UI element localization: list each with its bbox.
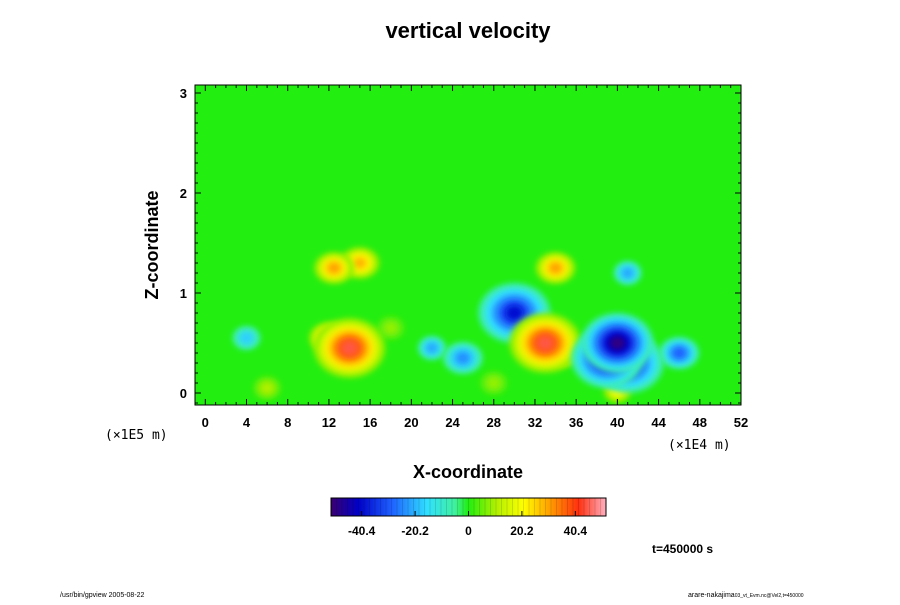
x-tick-label: 8 — [284, 415, 291, 430]
field-feature — [487, 377, 500, 389]
field-feature — [384, 322, 397, 334]
colorbar-tick-label: -20.2 — [401, 524, 429, 538]
y-axis-label: Z-coordinate — [142, 190, 162, 299]
x-tick-label: 16 — [363, 415, 377, 430]
x-tick-label: 20 — [404, 415, 418, 430]
field-feature — [327, 262, 341, 274]
colorbar-tick-label: -40.4 — [348, 524, 376, 538]
colorbar-levels — [336, 498, 601, 516]
field-feature — [353, 257, 367, 269]
field-feature — [549, 262, 563, 274]
colorbar-gradient — [331, 498, 606, 516]
field-feature — [672, 347, 686, 359]
x-tick-label: 32 — [528, 415, 542, 430]
field-feature — [456, 352, 470, 364]
y-ticks: 0 1 2 3 — [180, 86, 741, 404]
plot-frame — [194, 84, 742, 406]
y-tick-label: 1 — [180, 286, 187, 301]
footer-right-main: arare-nakajima — [688, 592, 735, 599]
x-tick-label: 28 — [487, 415, 501, 430]
field-feature — [621, 267, 634, 279]
x-tick-label: 0 — [202, 415, 209, 430]
x-tick-label: 48 — [693, 415, 707, 430]
x-axis-label: X-coordinate — [413, 462, 523, 482]
field-feature — [537, 336, 553, 350]
colorbar: -40.4 -20.2 0 20.2 40.4 — [330, 497, 607, 538]
field-feature — [425, 342, 438, 354]
x-tick-label: 12 — [322, 415, 336, 430]
field-feature — [240, 332, 253, 344]
x-tick-label: 52 — [734, 415, 748, 430]
field-feature — [505, 305, 524, 321]
colorbar-ticks: -40.4 -20.2 0 20.2 40.4 — [348, 511, 587, 538]
field-feature — [261, 382, 274, 394]
field-feature — [341, 341, 358, 355]
time-label: t=450000 s — [652, 542, 713, 556]
y-tick-label: 3 — [180, 86, 187, 101]
colorbar-tick-label: 40.4 — [564, 524, 588, 538]
colorbar-tick-label: 20.2 — [510, 524, 534, 538]
x-tick-label: 24 — [445, 415, 460, 430]
x-ticks: 0 4 8 12 16 20 24 28 32 36 40 44 48 52 — [202, 85, 748, 430]
colorbar-tick-label: 0 — [465, 524, 472, 538]
footer-left: /usr/bin/gpview 2005-08-22 — [60, 592, 145, 599]
field-features — [232, 247, 700, 403]
x-tick-label: 4 — [243, 415, 251, 430]
x-scale-label: (×1E4 m) — [668, 438, 731, 453]
y-scale-label: (×1E5 m) — [105, 428, 168, 443]
x-tick-label: 44 — [651, 415, 666, 430]
y-tick-label: 2 — [180, 186, 187, 201]
y-tick-label: 0 — [180, 386, 187, 401]
field-feature — [609, 336, 626, 350]
footer-right: arare-nakajima03_vt_Evm.nc@Vel2,t=450000 — [688, 592, 804, 599]
x-tick-label: 36 — [569, 415, 583, 430]
chart-title: vertical velocity — [385, 18, 551, 43]
x-tick-label: 40 — [610, 415, 624, 430]
footer-right-sub: 03_vt_Evm.nc@Vel2,t=450000 — [735, 593, 804, 599]
